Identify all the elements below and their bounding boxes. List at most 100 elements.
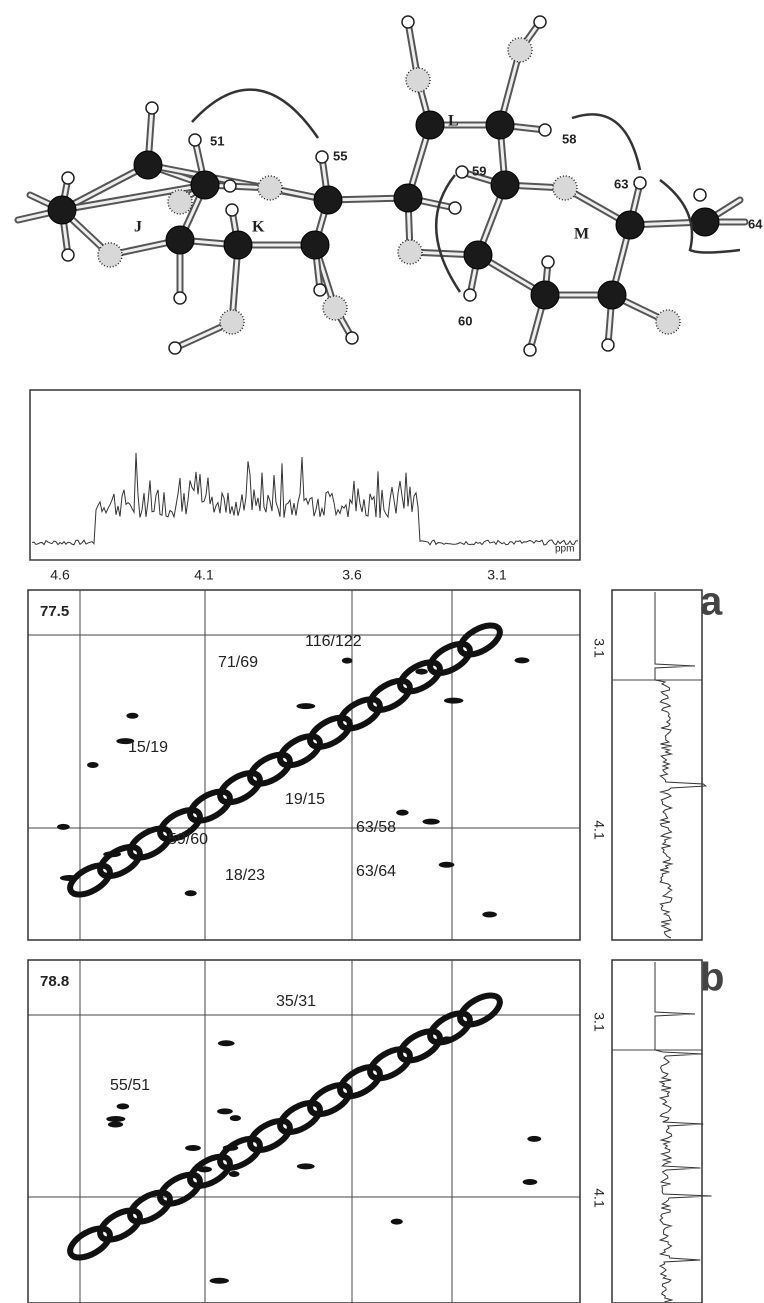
- cross-peak: [296, 1163, 315, 1170]
- diagonal-peak: [457, 622, 503, 658]
- carbon-atom: [165, 225, 195, 255]
- hydrogen-atom: [168, 341, 182, 355]
- diagonal-peak: [247, 1117, 293, 1154]
- diagonal-peak: [97, 1207, 143, 1243]
- carbon-atom: [190, 170, 220, 200]
- hydrogen-atom: [173, 291, 187, 305]
- cross-peak: [197, 1166, 212, 1173]
- ring-label: K: [252, 219, 265, 236]
- cross-peak: [107, 1121, 124, 1128]
- y-tick-label: 3.1: [591, 638, 607, 658]
- side-frame: [611, 959, 703, 1303]
- cross-peak: [527, 1135, 542, 1142]
- oxygen-atom: [397, 239, 423, 265]
- diagonal-peak: [217, 770, 263, 806]
- peak-label: 71/69: [218, 654, 258, 671]
- cross-peak: [296, 703, 316, 710]
- x-tick-label: 4.1: [194, 567, 214, 583]
- diagonal-peak: [157, 807, 203, 843]
- diagonal-peak: [307, 714, 353, 750]
- diagonal-peak: [277, 1099, 323, 1136]
- diagonal-peak: [367, 677, 413, 713]
- ring-label: L: [448, 113, 459, 130]
- cross-peak: [229, 1115, 241, 1122]
- oxygen-atom: [552, 175, 578, 201]
- cross-peak: [185, 1144, 201, 1151]
- diagonal-peak: [97, 843, 143, 880]
- hydrogen-atom: [601, 338, 615, 352]
- panel-frame: [27, 589, 581, 941]
- peak-label: 15/19: [128, 739, 168, 756]
- diagonal-peak: [127, 825, 173, 861]
- hydrogen-atom: [693, 188, 707, 202]
- atom-label: 60: [458, 313, 472, 328]
- hydrogen-atom: [61, 171, 75, 185]
- carbon-atom: [393, 183, 423, 213]
- atom-label: 51: [210, 133, 224, 148]
- hydrogen-atom: [541, 255, 555, 269]
- bond: [60, 163, 150, 212]
- cross-peak: [116, 1103, 130, 1110]
- diagonal-peak: [187, 788, 233, 824]
- cross-peak: [415, 668, 428, 675]
- unit-label: ppm: [555, 544, 574, 555]
- diagonal-peak: [67, 862, 113, 898]
- diagonal-peak: [337, 1064, 383, 1100]
- bond: [60, 183, 207, 212]
- cross-peak: [482, 911, 497, 918]
- carbon-atom: [223, 230, 253, 260]
- hydrogen-atom: [448, 201, 462, 215]
- cross-peak: [87, 761, 99, 768]
- spectrum-frame: [29, 389, 581, 561]
- peak-label: 35/31: [276, 993, 316, 1010]
- ring-label: M: [574, 226, 589, 243]
- diagonal-peak: [67, 1225, 113, 1261]
- cross-peak: [217, 1108, 233, 1115]
- cross-peak: [103, 851, 121, 858]
- diagonal-peak: [427, 1010, 473, 1046]
- oxygen-atom: [507, 37, 533, 63]
- atom-label: 58: [562, 131, 576, 146]
- diagonal-peak: [427, 640, 473, 677]
- plane-label: 77.5: [40, 603, 69, 620]
- carbon-atom: [597, 280, 627, 310]
- y-tick-label: 4.1: [591, 820, 607, 840]
- peak-label: 59/60: [168, 831, 208, 848]
- cross-peak: [422, 818, 440, 825]
- oxygen-atom: [405, 67, 431, 93]
- peak-label: 18/23: [225, 867, 265, 884]
- atom-label: 55: [333, 148, 347, 163]
- hydrogen-atom: [523, 343, 537, 357]
- hydrogen-atom: [533, 15, 547, 29]
- y-tick-label: 3.1: [591, 1012, 607, 1032]
- cross-peak: [222, 1144, 239, 1151]
- carbon-atom: [530, 280, 560, 310]
- spectrum-trace: [31, 452, 579, 546]
- carbon-atom: [490, 170, 520, 200]
- cross-peak: [514, 657, 530, 664]
- hydrogen-atom: [145, 101, 159, 115]
- panel-b: [27, 959, 712, 1303]
- panel-frame: [27, 959, 581, 1303]
- peak-label: 19/15: [285, 791, 325, 808]
- carbon-atom: [133, 150, 163, 180]
- peak-label: 116/122: [305, 633, 362, 650]
- carbon-atom: [690, 207, 720, 237]
- cross-peak: [522, 1178, 538, 1185]
- peak-label: 63/64: [356, 863, 396, 880]
- oxygen-atom: [322, 295, 348, 321]
- hydrogen-atom: [61, 248, 75, 262]
- peak-label: 55/51: [110, 1077, 150, 1094]
- cross-peak: [106, 1116, 126, 1123]
- hydrogen-atom: [455, 165, 469, 179]
- hydrogen-atom: [538, 123, 552, 137]
- carbon-atom: [47, 195, 77, 225]
- cross-peak: [441, 1036, 453, 1043]
- diagonal-peak: [247, 751, 293, 787]
- carbon-atom: [300, 230, 330, 260]
- diagonal-peak: [307, 1082, 353, 1118]
- cross-peak: [396, 809, 409, 816]
- panel-a: [27, 589, 708, 941]
- hydrogen-atom: [313, 283, 327, 297]
